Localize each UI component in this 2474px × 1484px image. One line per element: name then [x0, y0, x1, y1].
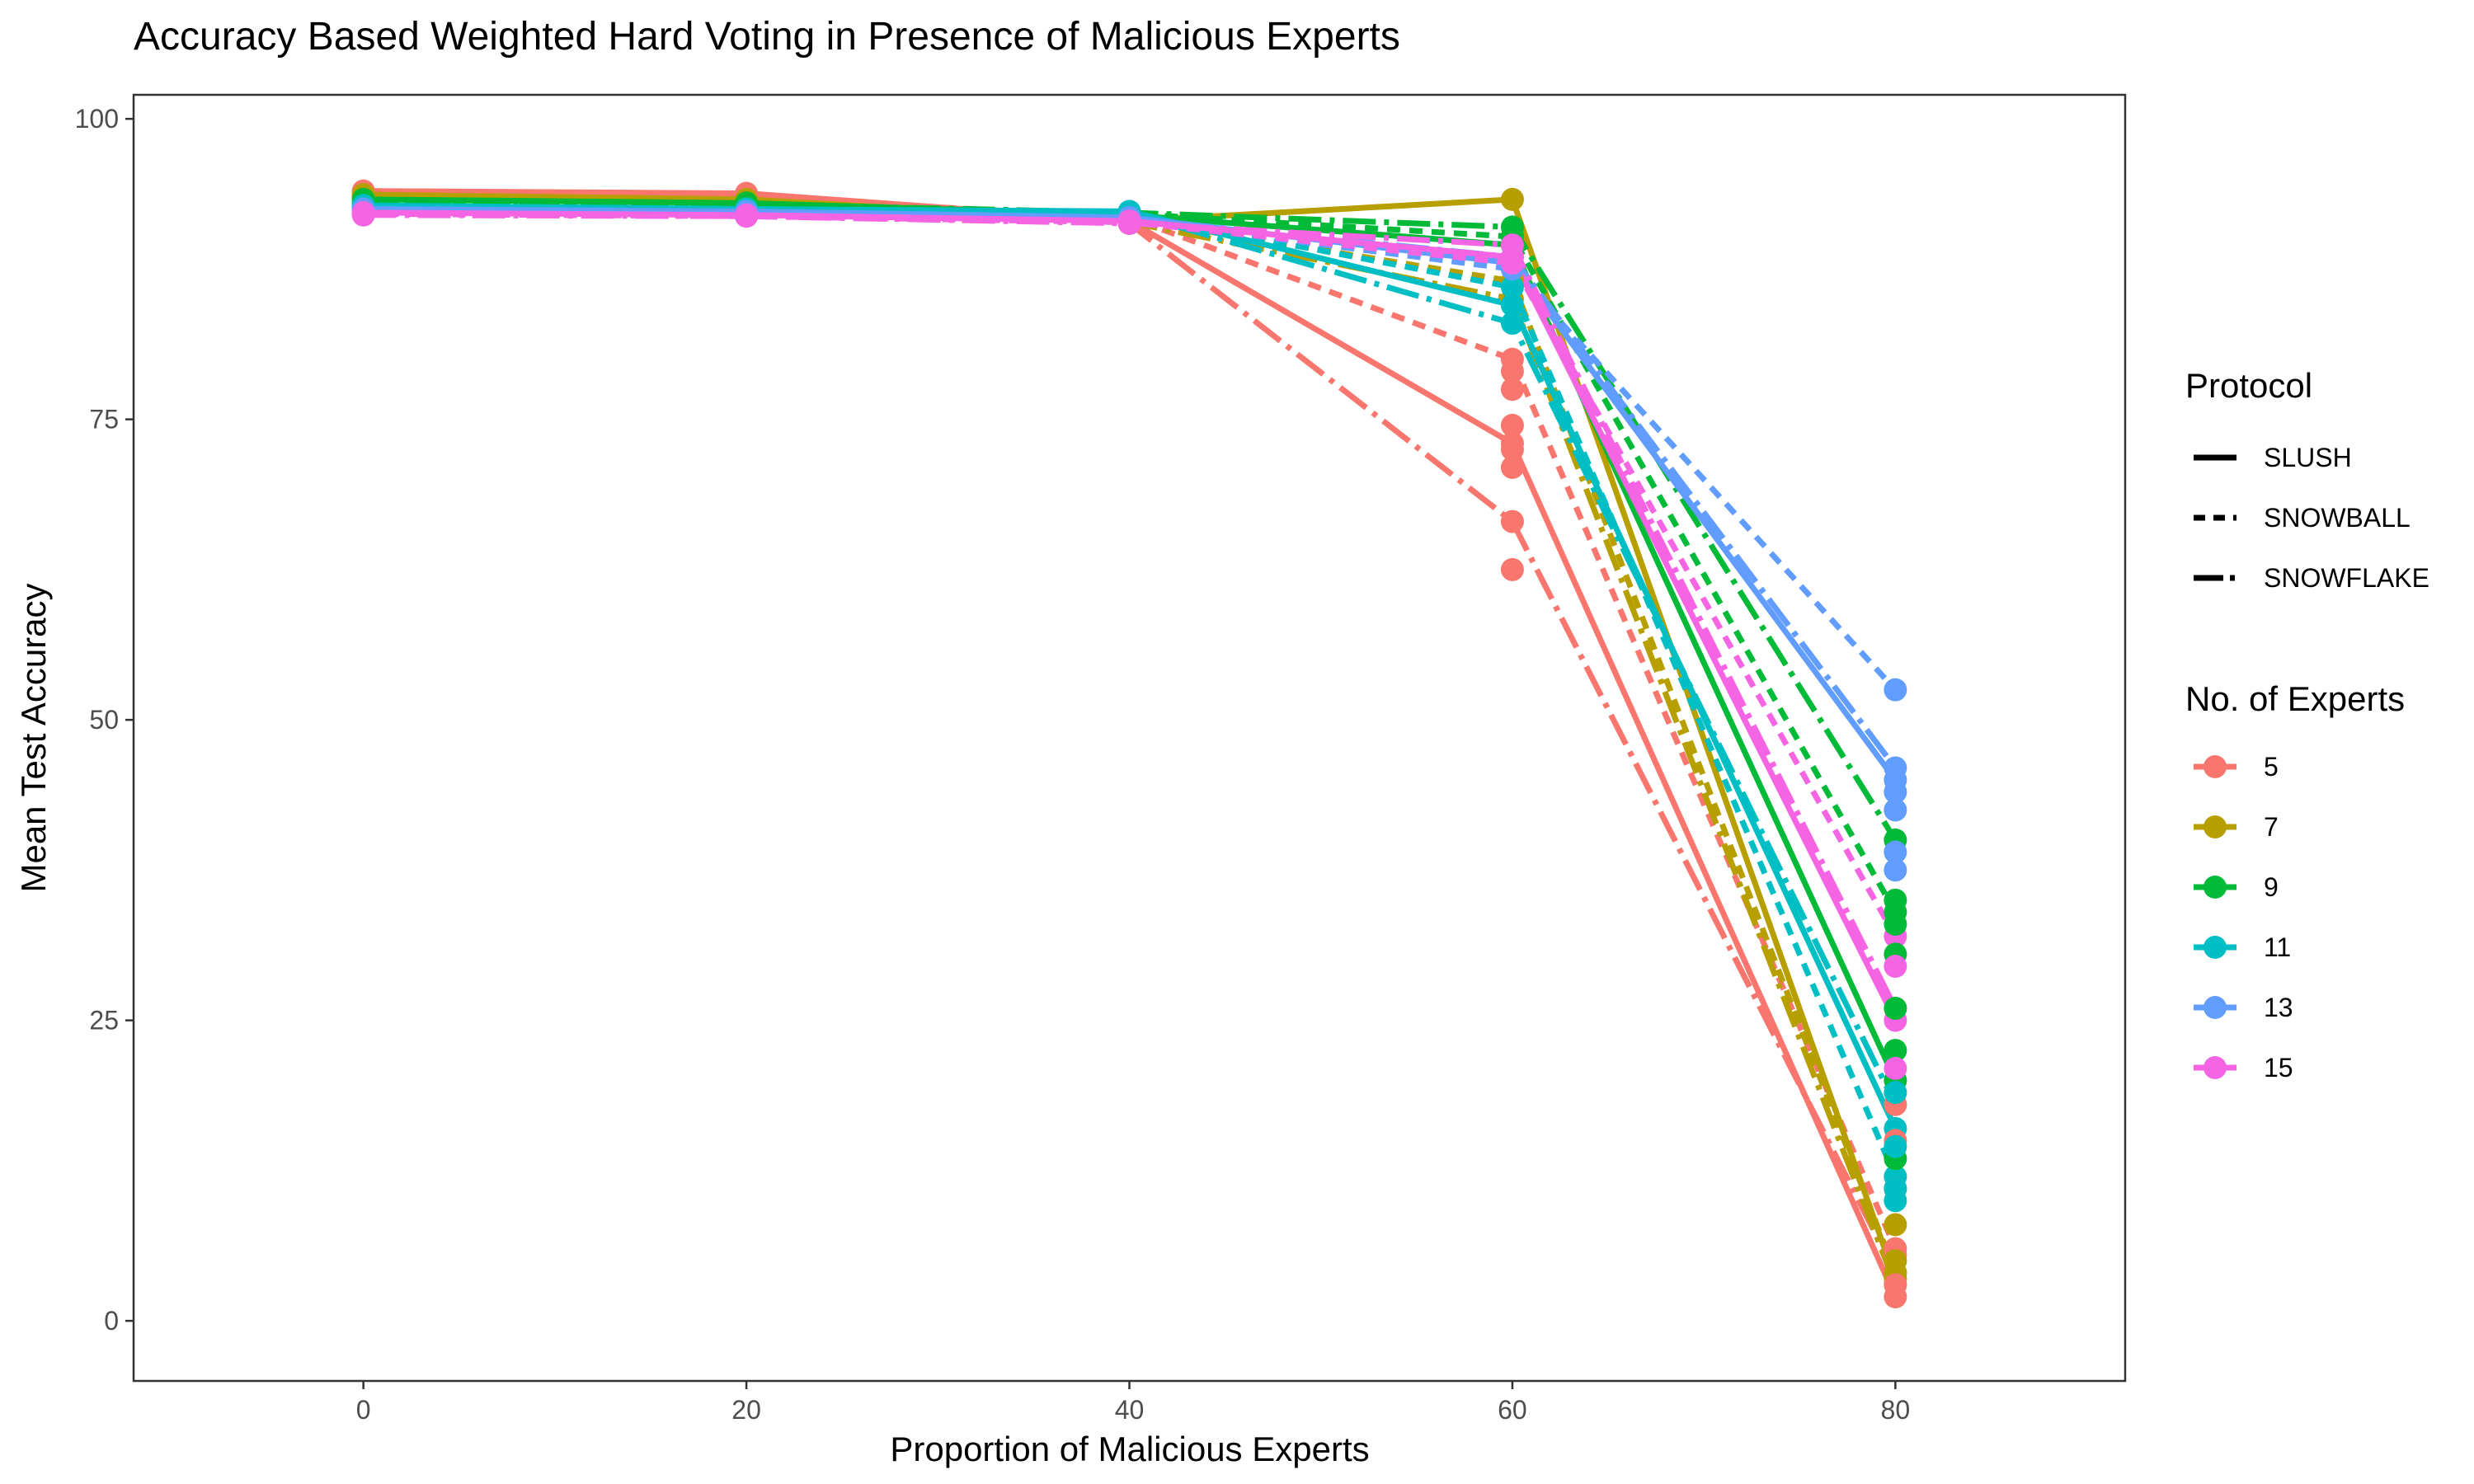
data-point-5 [1884, 1273, 1907, 1297]
x-tick-label: 40 [1115, 1395, 1145, 1425]
legend-point-7 [2204, 815, 2227, 838]
data-point-5 [1500, 413, 1524, 437]
data-point-13 [1884, 840, 1907, 864]
legend-point-15 [2204, 1056, 2227, 1079]
data-point-9 [1500, 215, 1524, 239]
legend-label-9: 9 [2264, 872, 2279, 902]
legend-label-11: 11 [2264, 932, 2291, 962]
data-point-11 [1500, 275, 1524, 299]
plot-panel [132, 93, 2127, 1383]
data-point-13 [1884, 780, 1907, 804]
legend-protocol-title: Protocol [2185, 366, 2312, 405]
y-tick-label: 100 [75, 104, 119, 134]
y-axis: 0 25 50 75 100 [75, 104, 134, 1336]
data-point-9 [1884, 997, 1907, 1021]
legend-protocol: Protocol SLUSH SNOWBALL SNOWFLAKE [2185, 366, 2429, 593]
legend-label-15: 15 [2264, 1053, 2293, 1082]
data-point-11 [1500, 294, 1524, 317]
data-point-11 [1500, 312, 1524, 336]
points-layer [351, 179, 1907, 1308]
y-tick-label: 25 [89, 1006, 119, 1036]
legend-label-13: 13 [2264, 993, 2293, 1022]
data-point-7 [1500, 187, 1524, 211]
data-point-11 [1884, 1189, 1907, 1213]
legend-label-slush: SLUSH [2264, 443, 2352, 472]
y-tick-label: 75 [89, 405, 119, 434]
legend-label-snowflake: SNOWFLAKE [2264, 563, 2429, 593]
data-point-5 [1500, 378, 1524, 402]
data-point-5 [1500, 455, 1524, 479]
data-point-15 [351, 203, 375, 227]
data-point-13 [1884, 798, 1907, 822]
x-axis-label: Proportion of Malicious Experts [890, 1430, 1369, 1468]
data-point-13 [1884, 858, 1907, 882]
y-tick-label: 50 [89, 705, 119, 735]
data-point-15 [1117, 212, 1141, 235]
legend-experts: No. of Experts 5 7 9 11 13 15 [2185, 679, 2405, 1082]
data-point-7 [1884, 1249, 1907, 1273]
y-axis-label: Mean Test Accuracy [14, 583, 53, 892]
data-point-11 [1884, 1134, 1907, 1158]
data-point-9 [1884, 912, 1907, 936]
legend-point-11 [2204, 936, 2227, 959]
data-point-13 [1884, 756, 1907, 780]
data-point-9 [1884, 888, 1907, 912]
legend-label-7: 7 [2264, 812, 2279, 842]
x-axis: 0 20 40 60 80 [356, 1381, 1910, 1425]
y-tick-label: 0 [104, 1306, 119, 1336]
legend-point-9 [2204, 876, 2227, 899]
chart-title: Accuracy Based Weighted Hard Voting in P… [134, 15, 1400, 59]
data-point-15 [1884, 1056, 1907, 1080]
x-tick-label: 60 [1498, 1395, 1527, 1425]
data-point-9 [1884, 1039, 1907, 1063]
legend-point-13 [2204, 996, 2227, 1019]
legend-label-5: 5 [2264, 752, 2279, 782]
x-tick-label: 80 [1881, 1395, 1911, 1425]
data-point-5 [1500, 438, 1524, 462]
data-point-5 [1500, 510, 1524, 533]
data-point-15 [1500, 251, 1524, 275]
data-point-7 [1884, 1213, 1907, 1237]
data-point-15 [735, 204, 759, 228]
data-point-13 [1884, 678, 1907, 702]
legend-experts-title: No. of Experts [2185, 679, 2405, 718]
data-point-11 [1884, 1081, 1907, 1105]
data-point-15 [1500, 233, 1524, 257]
legend-point-5 [2204, 755, 2227, 778]
x-tick-label: 20 [731, 1395, 761, 1425]
data-point-5 [1500, 557, 1524, 581]
x-tick-label: 0 [356, 1395, 371, 1425]
data-point-5 [1500, 359, 1524, 383]
data-point-15 [1884, 955, 1907, 979]
legend-label-snowball: SNOWBALL [2264, 503, 2411, 533]
